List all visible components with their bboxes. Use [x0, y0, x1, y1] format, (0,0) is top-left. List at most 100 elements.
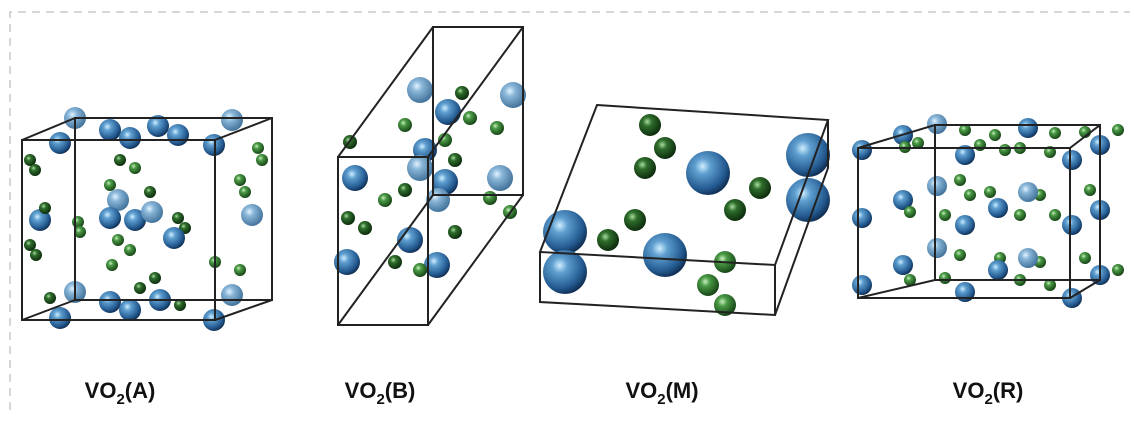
- atom: [988, 260, 1008, 280]
- atom: [398, 118, 412, 132]
- atom: [99, 207, 121, 229]
- atom: [407, 155, 433, 181]
- atom: [129, 162, 141, 174]
- atom: [852, 208, 872, 228]
- atom: [1018, 118, 1038, 138]
- atom: [1084, 184, 1096, 196]
- atom: [234, 264, 246, 276]
- atom: [256, 154, 268, 166]
- atom: [1049, 209, 1061, 221]
- atom: [624, 209, 646, 231]
- atom: [141, 201, 163, 223]
- atom: [543, 210, 587, 254]
- panel-label: VO2(B): [345, 378, 416, 408]
- atom: [1062, 150, 1082, 170]
- atom: [234, 174, 246, 186]
- atom: [30, 249, 42, 261]
- atoms: [24, 77, 1124, 331]
- atom: [852, 140, 872, 160]
- atom: [72, 216, 84, 228]
- atom: [99, 119, 121, 141]
- atom: [29, 164, 41, 176]
- atom: [964, 189, 976, 201]
- atom: [124, 244, 136, 256]
- atom: [435, 99, 461, 125]
- atom: [984, 186, 996, 198]
- panel-label: VO2(A): [85, 378, 156, 408]
- label-suffix: (B): [385, 378, 416, 403]
- atom: [342, 165, 368, 191]
- label-main: VO: [85, 378, 117, 403]
- atom: [724, 199, 746, 221]
- atom: [448, 153, 462, 167]
- atom: [927, 238, 947, 258]
- atom: [49, 307, 71, 329]
- atom: [1049, 127, 1061, 139]
- atom: [163, 227, 185, 249]
- cell-r: [858, 125, 1100, 298]
- atom: [1062, 215, 1082, 235]
- atom: [144, 186, 156, 198]
- label-main: VO: [625, 378, 657, 403]
- atom: [172, 212, 184, 224]
- atom: [483, 191, 497, 205]
- atom: [639, 114, 661, 136]
- atom: [954, 174, 966, 186]
- atom: [1018, 248, 1038, 268]
- atom: [939, 272, 951, 284]
- label-subscript: 2: [116, 391, 124, 408]
- atom: [988, 198, 1008, 218]
- atom: [697, 274, 719, 296]
- atom: [543, 250, 587, 294]
- atom: [749, 177, 771, 199]
- atom: [939, 209, 951, 221]
- atom: [167, 124, 189, 146]
- atom: [341, 211, 355, 225]
- label-suffix: (R): [993, 378, 1024, 403]
- atom: [1112, 124, 1124, 136]
- atom: [927, 176, 947, 196]
- label-subscript: 2: [657, 391, 665, 408]
- atom: [252, 142, 264, 154]
- atom: [852, 275, 872, 295]
- atom: [463, 111, 477, 125]
- atom: [490, 121, 504, 135]
- atom: [221, 109, 243, 131]
- atom: [413, 263, 427, 277]
- labels: VO2(A)VO2(B)VO2(M)VO2(R): [85, 378, 1024, 408]
- atom: [114, 154, 126, 166]
- label-subscript: 2: [376, 391, 384, 408]
- label-main: VO: [345, 378, 377, 403]
- atom: [654, 137, 676, 159]
- atom: [634, 157, 656, 179]
- atom: [24, 239, 36, 251]
- atom: [239, 186, 251, 198]
- figure: VO2(A)VO2(B)VO2(M)VO2(R): [0, 0, 1135, 425]
- atom: [49, 132, 71, 154]
- atom: [407, 77, 433, 103]
- atom: [112, 234, 124, 246]
- label-suffix: (M): [666, 378, 699, 403]
- atom: [786, 133, 830, 177]
- label-subscript: 2: [984, 391, 992, 408]
- atom: [597, 229, 619, 251]
- atom: [448, 225, 462, 239]
- atom: [1079, 252, 1091, 264]
- panel-label: VO2(M): [625, 378, 698, 408]
- atom: [1112, 264, 1124, 276]
- atom: [241, 204, 263, 226]
- atom: [388, 255, 402, 269]
- atom: [954, 249, 966, 261]
- atom: [643, 233, 687, 277]
- atom: [149, 272, 161, 284]
- atom: [1014, 209, 1026, 221]
- atom: [398, 183, 412, 197]
- atom: [989, 129, 1001, 141]
- atom: [99, 291, 121, 313]
- atom: [686, 151, 730, 195]
- atom: [44, 292, 56, 304]
- atom: [106, 259, 118, 271]
- atom: [893, 255, 913, 275]
- atom: [119, 299, 141, 321]
- label-main: VO: [953, 378, 985, 403]
